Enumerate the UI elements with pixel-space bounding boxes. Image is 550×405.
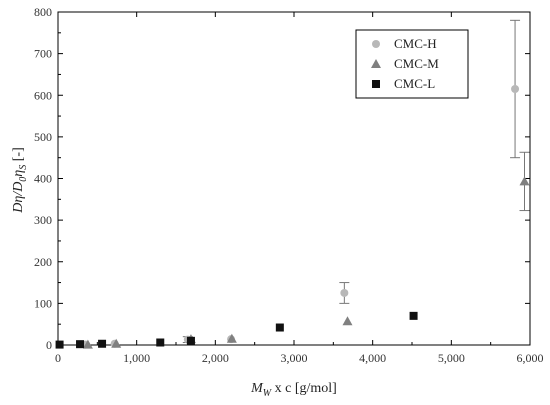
point-cmc-l: [98, 339, 107, 348]
point-cmc-m: [342, 316, 353, 326]
point-cmc-l: [186, 336, 195, 345]
point-cmc-l: [409, 311, 418, 320]
y-axis-title: Dη/D0ηS [-]: [11, 147, 29, 214]
point-cmc-l: [275, 323, 284, 332]
legend-label-cmc-m: CMC-M: [394, 56, 439, 71]
point-cmc-h: [511, 85, 520, 94]
tick-labels: 0 1,000 2,000 3,000 4,000 5,000 6,000 0 100 200 30…: [34, 5, 544, 365]
tick-marks: [57, 11, 531, 346]
point-cmc-m: [82, 339, 93, 349]
legend-label-cmc-h: CMC-H: [394, 36, 437, 51]
x-axis-title: MW x c [g/mol]: [250, 381, 337, 399]
y-tick-label: 0: [46, 338, 52, 352]
point-cmc-l: [76, 340, 85, 349]
point-cmc-m: [519, 176, 530, 186]
point-cmc-m: [226, 333, 237, 343]
point-cmc-h: [340, 288, 349, 297]
legend-marker-cmc-l: [372, 80, 380, 88]
point-cmc-l: [55, 340, 64, 349]
x-tick-label: 3,000: [281, 351, 308, 365]
x-tick-label: 4,000: [359, 351, 386, 365]
x-tick-label: 6,000: [517, 351, 544, 365]
legend-marker-cmc-h: [372, 40, 380, 48]
y-tick-label: 600: [34, 88, 52, 102]
y-tick-label: 300: [34, 213, 52, 227]
x-tick-label: 0: [55, 351, 61, 365]
x-tick-label: 2,000: [202, 351, 229, 365]
x-tick-label: 1,000: [123, 351, 150, 365]
y-tick-label: 800: [34, 5, 52, 19]
legend: CMC-H CMC-M CMC-L: [355, 29, 469, 99]
legend-marker-cmc-m: [371, 59, 381, 68]
y-tick-label: 700: [34, 47, 52, 61]
point-cmc-m: [111, 338, 122, 348]
y-tick-label: 400: [34, 172, 52, 186]
y-tick-label: 500: [34, 130, 52, 144]
y-tick-label: 100: [34, 296, 52, 310]
legend-label-cmc-l: CMC-L: [394, 76, 435, 91]
y-tick-label: 200: [34, 255, 52, 269]
x-tick-label: 5,000: [438, 351, 465, 365]
point-cmc-l: [156, 338, 165, 347]
data-points: [55, 85, 530, 349]
